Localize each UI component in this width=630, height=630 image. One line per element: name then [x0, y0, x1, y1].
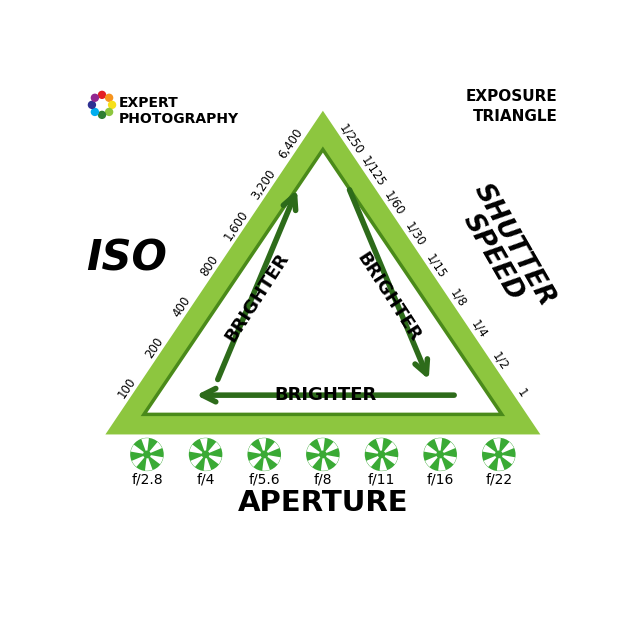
Wedge shape — [141, 438, 149, 452]
Wedge shape — [307, 445, 321, 454]
Text: ISO: ISO — [86, 238, 167, 280]
Wedge shape — [200, 438, 208, 452]
Wedge shape — [493, 438, 501, 452]
Wedge shape — [424, 445, 438, 454]
Wedge shape — [266, 442, 279, 454]
Wedge shape — [501, 455, 515, 464]
Wedge shape — [325, 455, 339, 464]
Wedge shape — [149, 455, 163, 464]
Circle shape — [319, 450, 327, 459]
Text: 400: 400 — [170, 294, 193, 319]
Text: 1/250: 1/250 — [337, 122, 366, 157]
Wedge shape — [132, 455, 146, 467]
Polygon shape — [144, 149, 502, 415]
Text: 100: 100 — [115, 375, 139, 401]
Wedge shape — [248, 445, 262, 454]
Wedge shape — [266, 455, 280, 464]
Wedge shape — [208, 455, 222, 464]
Circle shape — [364, 437, 399, 472]
Text: 1: 1 — [514, 386, 529, 399]
Circle shape — [481, 437, 517, 472]
Text: f/5.6: f/5.6 — [248, 472, 280, 486]
Wedge shape — [308, 455, 321, 467]
Circle shape — [246, 437, 282, 472]
Wedge shape — [190, 455, 204, 467]
Circle shape — [88, 101, 95, 108]
Text: EXPOSURE
TRIANGLE: EXPOSURE TRIANGLE — [466, 89, 558, 124]
Wedge shape — [484, 455, 497, 467]
Circle shape — [436, 450, 444, 459]
Wedge shape — [131, 445, 145, 454]
Text: 1/8: 1/8 — [447, 287, 469, 309]
Wedge shape — [203, 457, 211, 471]
Circle shape — [305, 437, 341, 472]
Polygon shape — [132, 135, 514, 421]
Text: 200: 200 — [143, 335, 166, 360]
Text: f/2.8: f/2.8 — [131, 472, 163, 486]
Text: 1/2: 1/2 — [490, 350, 511, 372]
Wedge shape — [367, 455, 380, 467]
Circle shape — [188, 437, 224, 472]
Text: 800: 800 — [198, 253, 220, 279]
Text: f/16: f/16 — [427, 472, 454, 486]
Circle shape — [108, 101, 115, 108]
Wedge shape — [483, 445, 496, 454]
Text: f/11: f/11 — [368, 472, 395, 486]
Text: f/4: f/4 — [197, 472, 215, 486]
Wedge shape — [497, 457, 505, 471]
Text: f/22: f/22 — [485, 472, 512, 486]
Wedge shape — [149, 442, 162, 454]
Text: f/8: f/8 — [314, 472, 332, 486]
Wedge shape — [438, 457, 446, 471]
Text: BRIGHTER: BRIGHTER — [222, 249, 292, 345]
Wedge shape — [259, 438, 266, 452]
Text: 1,600: 1,600 — [222, 208, 251, 243]
Wedge shape — [207, 442, 220, 454]
Circle shape — [98, 112, 105, 118]
Wedge shape — [384, 455, 398, 464]
Wedge shape — [249, 455, 263, 467]
Text: BRIGHTER: BRIGHTER — [353, 249, 424, 345]
Circle shape — [202, 450, 210, 459]
Circle shape — [260, 450, 268, 459]
Wedge shape — [379, 457, 387, 471]
Circle shape — [106, 108, 113, 115]
Wedge shape — [435, 438, 442, 452]
Text: 1/30: 1/30 — [403, 220, 428, 249]
Circle shape — [98, 91, 105, 98]
Wedge shape — [500, 442, 514, 454]
Wedge shape — [383, 442, 397, 454]
Wedge shape — [145, 457, 152, 471]
Text: 3,200: 3,200 — [249, 167, 278, 202]
Circle shape — [377, 450, 386, 459]
Text: BRIGHTER: BRIGHTER — [274, 386, 376, 404]
Wedge shape — [321, 457, 328, 471]
Wedge shape — [365, 445, 379, 454]
Circle shape — [91, 94, 98, 101]
Text: APERTURE: APERTURE — [238, 489, 408, 517]
Circle shape — [143, 450, 151, 459]
Wedge shape — [324, 442, 338, 454]
Wedge shape — [318, 438, 325, 452]
Wedge shape — [425, 455, 438, 467]
Wedge shape — [262, 457, 270, 471]
Wedge shape — [190, 445, 203, 454]
Circle shape — [91, 108, 98, 115]
Wedge shape — [376, 438, 384, 452]
Text: 6,400: 6,400 — [277, 127, 306, 161]
Circle shape — [495, 450, 503, 459]
Text: 1/60: 1/60 — [381, 188, 407, 217]
Wedge shape — [442, 455, 456, 464]
Text: SHUTTER
SPEED: SHUTTER SPEED — [447, 179, 559, 323]
Circle shape — [106, 94, 113, 101]
Text: 1/15: 1/15 — [424, 251, 449, 281]
Text: 1/4: 1/4 — [469, 318, 490, 341]
Wedge shape — [442, 442, 455, 454]
Text: 1/125: 1/125 — [358, 154, 387, 189]
Circle shape — [129, 437, 165, 472]
Circle shape — [422, 437, 458, 472]
Text: EXPERT
PHOTOGRAPHY: EXPERT PHOTOGRAPHY — [119, 96, 239, 127]
